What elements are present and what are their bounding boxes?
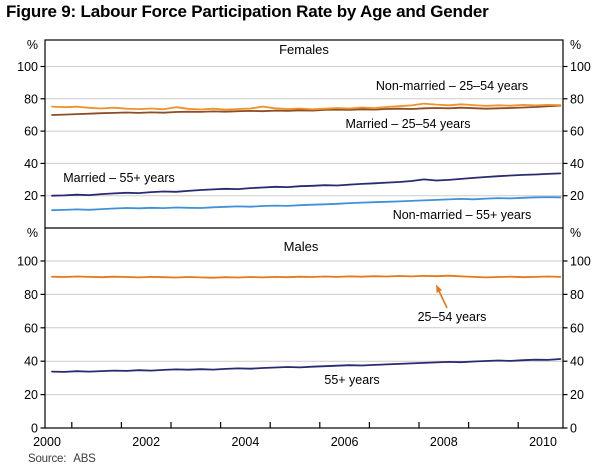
- x-tick-label: 2008: [430, 435, 458, 449]
- y-tick-label-left: 20: [24, 388, 38, 402]
- data-line: [51, 274, 562, 279]
- y-tick-label-left: 40: [24, 355, 38, 369]
- figure-title: Figure 9: Labour Force Participation Rat…: [6, 2, 489, 21]
- y-axis-unit-left: %: [27, 38, 38, 52]
- y-tick-label-right: 60: [570, 125, 584, 139]
- series-label-males-55: 55+ years: [324, 373, 379, 387]
- panel-title-males: Males: [284, 239, 319, 254]
- y-tick-label-left: 0: [31, 422, 38, 436]
- data-line: [51, 358, 562, 373]
- series-label-nonmarried-55: Non-married – 55+ years: [393, 208, 532, 222]
- x-tick-label: 2006: [331, 435, 359, 449]
- x-tick-label: 2010: [529, 435, 557, 449]
- y-tick-label-right: 60: [570, 321, 584, 335]
- x-tick-label: 2004: [231, 435, 259, 449]
- y-tick-label-left: 100: [17, 60, 38, 74]
- y-tick-label-left: 60: [24, 125, 38, 139]
- y-tick-label-left: 20: [24, 189, 38, 203]
- arrow-annotation-icon: [436, 284, 448, 309]
- y-tick-label-left: 80: [24, 92, 38, 106]
- y-tick-label-left: 60: [24, 321, 38, 335]
- series-label-married-25-54: Married – 25–54 years: [345, 117, 470, 131]
- y-tick-label-right: 20: [570, 189, 584, 203]
- series-label-nonmarried-25-54: Non-married – 25–54 years: [376, 79, 528, 93]
- source-value: ABS: [73, 453, 96, 465]
- y-axis-unit-right: %: [570, 38, 581, 52]
- data-line: [51, 196, 562, 212]
- source-label: Source:: [28, 453, 67, 465]
- plot-border: [44, 39, 564, 429]
- y-tick-label-right: 100: [570, 60, 591, 74]
- plot-frame: [44, 39, 564, 429]
- source-note: Source: ABS: [28, 453, 96, 465]
- gridlines: [45, 66, 563, 396]
- y-axis-unit-left: %: [27, 226, 38, 240]
- y-tick-label-right: 100: [570, 255, 591, 269]
- data-line: [51, 172, 562, 197]
- y-tick-label-left: 100: [17, 255, 38, 269]
- y-tick-label-left: 40: [24, 157, 38, 171]
- panel-title-females: Females: [279, 42, 329, 57]
- y-tick-label-right: 40: [570, 157, 584, 171]
- x-tick-label: 2000: [33, 435, 61, 449]
- y-axis-unit-right: %: [570, 226, 581, 240]
- series-label-married-55: Married – 55+ years: [63, 171, 175, 185]
- data-line: [51, 102, 562, 111]
- y-tick-label-right: 20: [570, 388, 584, 402]
- x-tick-label: 2002: [132, 435, 160, 449]
- axis-ticks-and-labels: 20 20 40 40 60 60 80 80 100 100% % 0 0 20 20 40 40 60 60 80…: [17, 38, 591, 449]
- data-lines: [51, 102, 562, 373]
- y-tick-label-right: 80: [570, 288, 584, 302]
- y-tick-label-right: 0: [570, 422, 577, 436]
- y-tick-label-left: 80: [24, 288, 38, 302]
- y-tick-label-right: 40: [570, 355, 584, 369]
- y-tick-label-right: 80: [570, 92, 584, 106]
- series-label-males-25-54: 25–54 years: [418, 310, 487, 324]
- data-line: [51, 104, 562, 116]
